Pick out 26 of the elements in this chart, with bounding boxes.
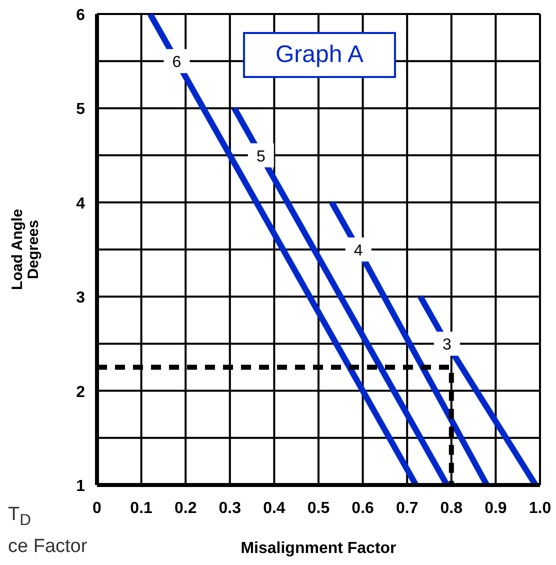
x-tick-label: 0.5 (307, 500, 330, 517)
y-axis-title: Load Angle Degrees (9, 208, 42, 290)
x-tick-label: 0.2 (174, 500, 197, 517)
text: Graph A (243, 32, 396, 78)
x-tick-label: 0.4 (263, 500, 286, 517)
x-tick-label: 0.6 (352, 500, 374, 517)
y-tick-label: 4 (76, 195, 86, 212)
series-label: 4 (354, 242, 363, 260)
series-label: 5 (256, 148, 266, 166)
y-tick-label: 2 (76, 384, 86, 401)
x-tick-label: 0.1 (130, 500, 153, 517)
y-tick-label: 5 (76, 101, 86, 118)
y-tick-label: 3 (76, 290, 86, 307)
text: T$_{D}$ (8, 504, 32, 530)
x-tick-label: 0.3 (218, 500, 242, 517)
x-tick-label: 0.8 (440, 500, 463, 517)
x-tick-label: 1.0 (528, 500, 552, 517)
x-tick-label: 0 (92, 500, 102, 517)
x-tick-label: 0.9 (484, 500, 507, 517)
y-tick-label: 1 (76, 478, 86, 495)
series-label: 6 (172, 54, 182, 72)
x-tick-label: 0.7 (396, 500, 418, 517)
series-label: 3 (442, 336, 452, 354)
text: ce Factor (8, 536, 88, 558)
y-tick-label: 6 (76, 7, 86, 24)
x-axis-title: Misalignment Factor (240, 540, 396, 557)
